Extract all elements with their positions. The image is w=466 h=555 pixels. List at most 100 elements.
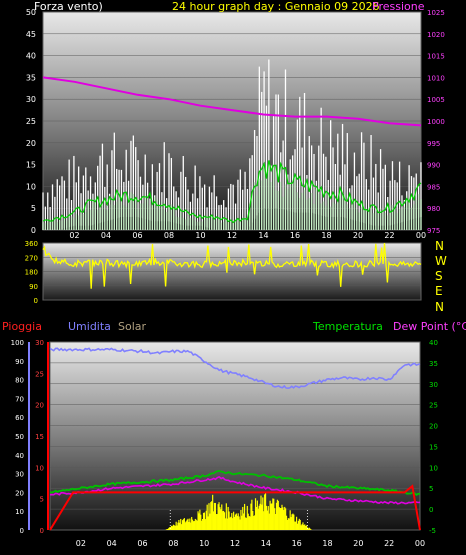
wind-y-tick: 15 xyxy=(26,161,36,170)
lower-x-tick: 00 xyxy=(415,539,425,548)
lower-x-tick: 22 xyxy=(384,539,394,548)
rain-y-tick: 10 xyxy=(35,464,44,472)
rain-y-tick: 20 xyxy=(35,402,44,410)
pressure-y-tick: 1020 xyxy=(427,31,445,39)
lower-x-tick: 20 xyxy=(353,539,363,548)
temperature-y-tick: -5 xyxy=(429,527,436,535)
direction-label-n-bottom: N xyxy=(435,300,444,314)
pressure-y-tick: 995 xyxy=(427,140,440,148)
direction-label-e: E xyxy=(435,284,443,298)
wind-y-tick: 25 xyxy=(26,117,36,126)
direction-line xyxy=(42,243,422,289)
wind-x-tick: 02 xyxy=(69,231,79,240)
wind-y-tick: 0 xyxy=(31,226,36,235)
pressure-y-tick: 1015 xyxy=(427,53,445,61)
pressure-y-tick: 990 xyxy=(427,162,440,170)
temperature-y-tick: 10 xyxy=(429,464,438,472)
wind-x-tick: 10 xyxy=(195,231,205,240)
wind-x-tick: 12 xyxy=(227,231,237,240)
humidity-y-tick: 60 xyxy=(15,414,24,422)
direction-labels: N W S E N xyxy=(435,239,447,314)
wind-x-tick: 00 xyxy=(416,231,426,240)
wind-x-tick: 04 xyxy=(101,231,111,240)
dew-point-line xyxy=(49,475,421,505)
lower-x-tick: 04 xyxy=(107,539,117,548)
dew-point-label: Dew Point (°C) xyxy=(393,320,466,333)
lower-x-tick: 06 xyxy=(137,539,147,548)
lower-x-tick: 02 xyxy=(76,539,86,548)
wind-y-tick: 35 xyxy=(26,73,36,82)
solar-label: Solar xyxy=(118,320,147,333)
wind-y-tick: 30 xyxy=(26,95,36,104)
lower-x-tick: 14 xyxy=(261,539,271,548)
direction-label-s: S xyxy=(435,269,443,283)
pressure-y-tick: 980 xyxy=(427,205,440,213)
pressure-y-tick: 1000 xyxy=(427,118,445,126)
humidity-label: Umidita xyxy=(68,320,111,333)
direction-y-tick: 0 xyxy=(34,297,38,305)
humidity-y-tick: 50 xyxy=(15,433,24,441)
rain-label: Pioggia xyxy=(2,320,42,333)
lower-x-tick: 12 xyxy=(230,539,240,548)
pressure-line xyxy=(42,76,422,127)
wind-x-tick: 16 xyxy=(290,231,300,240)
humidity-y-tick: 30 xyxy=(15,471,24,479)
humidity-y-tick: 0 xyxy=(20,527,24,535)
temperature-y-tick: 25 xyxy=(429,402,438,410)
temperature-y-tick: 20 xyxy=(429,423,438,431)
direction-y-tick: 90 xyxy=(29,283,38,291)
lower-x-tick: 16 xyxy=(292,539,302,548)
wind-x-tick: 14 xyxy=(258,231,268,240)
humidity-y-tick: 10 xyxy=(15,508,24,516)
humidity-y-tick: 20 xyxy=(15,489,24,497)
rain-line xyxy=(49,484,421,531)
lower-x-tick: 18 xyxy=(322,539,332,548)
wind-y-tick: 20 xyxy=(26,139,36,148)
wind-y-tick: 50 xyxy=(26,8,36,17)
wind-average-line xyxy=(42,160,422,224)
humidity-y-tick: 40 xyxy=(15,452,24,460)
pressure-y-tick: 975 xyxy=(427,227,440,235)
temperature-y-tick: 0 xyxy=(429,506,433,514)
wind-y-tick: 5 xyxy=(31,204,36,213)
pressure-y-tick: 1010 xyxy=(427,74,445,82)
rain-y-tick: 15 xyxy=(35,433,44,441)
lower-x-tick: 08 xyxy=(168,539,178,548)
direction-y-tick: 270 xyxy=(25,254,38,262)
direction-label-w: W xyxy=(435,254,447,268)
temperature-y-tick: 5 xyxy=(429,485,433,493)
wind-x-tick: 08 xyxy=(164,231,174,240)
wind-y-tick: 40 xyxy=(26,52,36,61)
rain-y-tick: 0 xyxy=(40,527,44,535)
humidity-y-tick: 100 xyxy=(11,339,24,347)
wind-label: Forza vento) xyxy=(34,0,103,13)
wind-x-tick: 06 xyxy=(132,231,142,240)
direction-y-tick: 180 xyxy=(25,269,38,277)
chart-title: 24 hour graph day : Gennaio 09 2026 xyxy=(172,0,380,13)
direction-label-n-top: N xyxy=(435,239,444,253)
wind-x-tick: 20 xyxy=(353,231,363,240)
temperature-y-tick: 40 xyxy=(429,339,438,347)
temperature-y-tick: 15 xyxy=(429,443,438,451)
humidity-y-tick: 80 xyxy=(15,377,24,385)
wind-x-tick: 18 xyxy=(321,231,331,240)
humidity-y-tick: 70 xyxy=(15,395,24,403)
temperature-y-tick: 30 xyxy=(429,381,438,389)
temperature-label: Temperatura xyxy=(312,320,383,333)
rain-y-tick: 5 xyxy=(40,496,44,504)
temperature-line xyxy=(49,469,421,497)
lower-x-tick: 10 xyxy=(199,539,209,548)
humidity-line xyxy=(49,347,421,390)
pressure-y-tick: 985 xyxy=(427,183,440,191)
pressure-y-tick: 1005 xyxy=(427,96,445,104)
humidity-y-tick: 90 xyxy=(15,358,24,366)
wind-x-tick: 22 xyxy=(384,231,394,240)
direction-y-tick: 360 xyxy=(25,240,38,248)
wind-y-tick: 10 xyxy=(26,182,36,191)
temperature-y-tick: 35 xyxy=(429,360,438,368)
rain-y-tick: 30 xyxy=(35,339,44,347)
pressure-label: Pressione xyxy=(372,0,425,13)
rain-y-tick: 25 xyxy=(35,370,44,378)
pressure-y-tick: 1025 xyxy=(427,9,445,17)
